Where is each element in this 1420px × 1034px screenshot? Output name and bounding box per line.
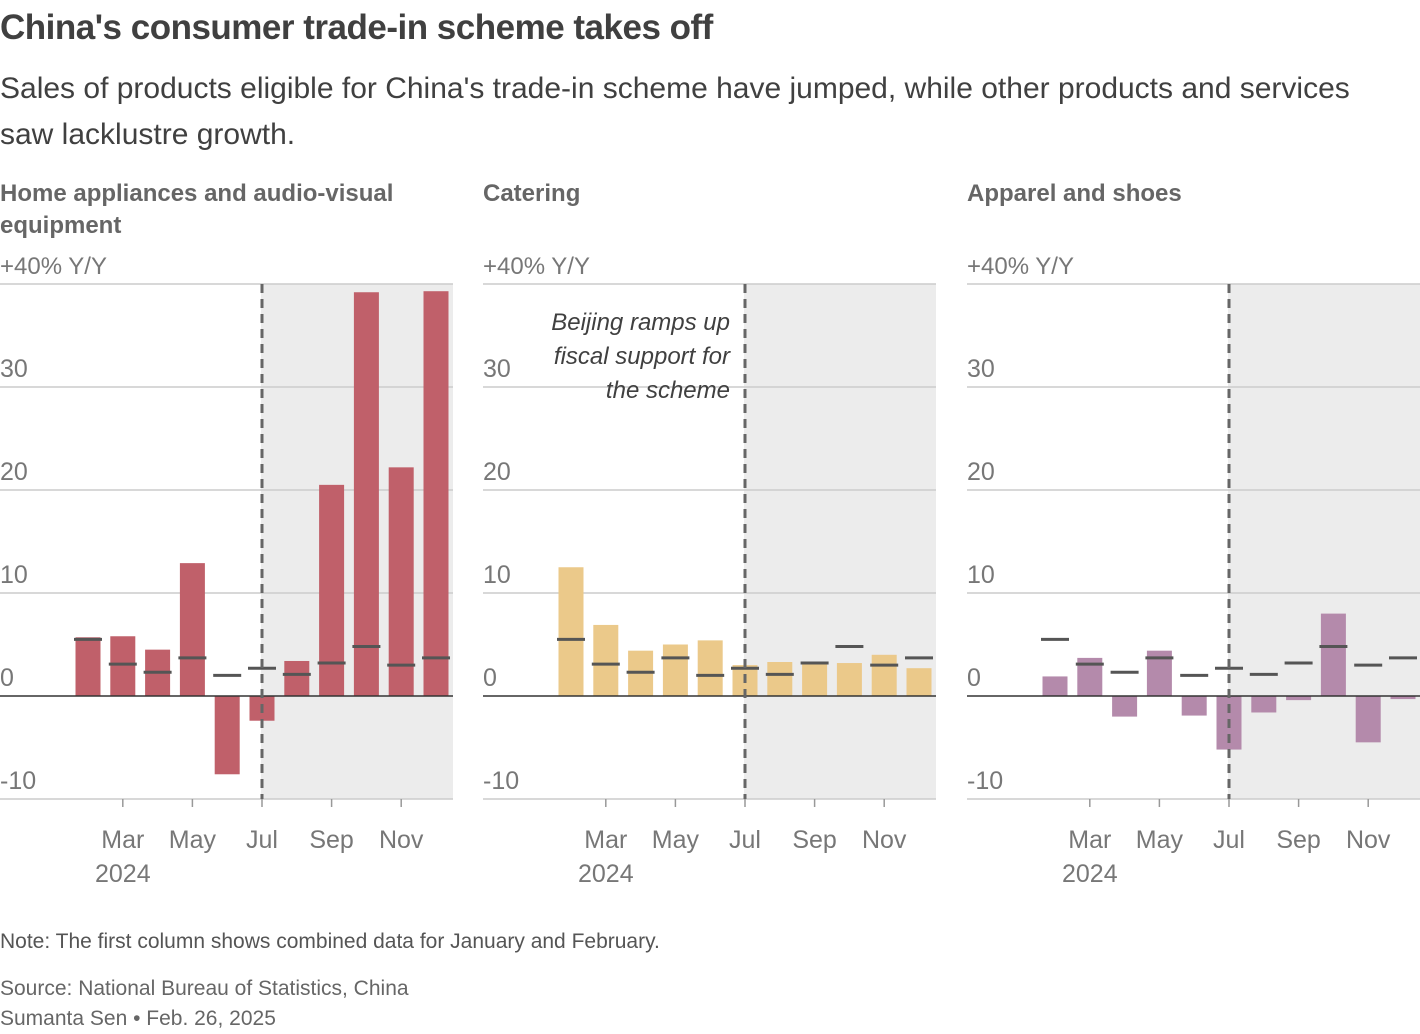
panel-title-appliances: Home appliances and audio-visual equipme… <box>0 180 394 239</box>
bar <box>871 654 897 696</box>
source-text: Source: National Bureau of Statistics, C… <box>0 977 409 1000</box>
bar <box>1251 696 1277 713</box>
bar <box>319 484 345 696</box>
year-label: 2024 <box>1062 860 1118 888</box>
bar <box>1390 696 1416 700</box>
bar <box>767 662 793 696</box>
y-tick-label: +40% Y/Y <box>0 253 107 280</box>
y-tick-label: -10 <box>0 767 36 795</box>
x-tick-label: May <box>652 826 700 854</box>
bar <box>179 563 205 696</box>
year-label: 2024 <box>95 860 151 888</box>
x-tick-label: May <box>1136 826 1184 854</box>
x-tick-label: Mar <box>101 826 144 854</box>
chart-area: +40% Y/Y 30 20 10 0 -10 Mar May Jul Sep Nov 2024 +40… <box>0 253 1420 888</box>
bar <box>388 467 414 696</box>
y-tick-label: 20 <box>483 458 511 486</box>
y-tick-label: 30 <box>967 355 995 383</box>
y-tick-label: +40% Y/Y <box>967 253 1074 280</box>
bar <box>906 668 932 696</box>
y-tick-label: -10 <box>967 767 1003 795</box>
x-tick-label: Mar <box>584 826 627 854</box>
x-tick-label: Sep <box>1276 826 1320 854</box>
y-tick-label: 30 <box>483 355 511 383</box>
x-tick-label: Nov <box>862 826 907 854</box>
annotation-text: fiscal support for <box>554 343 731 370</box>
bar <box>1112 696 1138 717</box>
bar <box>423 291 449 696</box>
bar <box>284 660 310 696</box>
bar <box>353 292 379 696</box>
x-tick-label: Nov <box>1346 826 1391 854</box>
bar <box>558 567 584 696</box>
panel-title-catering: Catering <box>483 180 581 207</box>
x-tick-label: May <box>169 826 217 854</box>
bar <box>836 663 862 696</box>
bar <box>214 696 240 775</box>
bar <box>662 644 688 696</box>
x-tick-label: Jul <box>1213 826 1245 854</box>
x-tick-label: Nov <box>379 826 424 854</box>
y-tick-label: +40% Y/Y <box>483 253 590 280</box>
y-tick-label: 30 <box>0 355 28 383</box>
bar <box>110 636 136 696</box>
x-tick-label: Sep <box>792 826 836 854</box>
y-tick-label: 0 <box>967 664 981 692</box>
year-label: 2024 <box>578 860 634 888</box>
y-tick-label: -10 <box>483 767 519 795</box>
bar <box>697 640 723 696</box>
shaded-region <box>744 284 936 799</box>
x-tick-label: Sep <box>309 826 353 854</box>
annotation-text: Beijing ramps up <box>551 309 730 336</box>
shaded-region <box>1228 284 1420 799</box>
y-tick-label: 20 <box>967 458 995 486</box>
annotation-text: the scheme <box>606 377 730 404</box>
x-tick-label: Mar <box>1068 826 1111 854</box>
x-tick-label: Jul <box>729 826 761 854</box>
y-tick-label: 0 <box>0 664 14 692</box>
chart-subtitle: Sales of products eligible for China's t… <box>0 72 1350 151</box>
y-tick-label: 10 <box>967 561 995 589</box>
byline: Sumanta Sen • Feb. 26, 2025 <box>0 1007 276 1030</box>
bar <box>1355 696 1381 743</box>
bar <box>75 637 101 696</box>
y-tick-label: 20 <box>0 458 28 486</box>
bar <box>1042 676 1068 696</box>
panel-title-apparel: Apparel and shoes <box>967 180 1182 207</box>
y-tick-label: 0 <box>483 664 497 692</box>
bar <box>1181 696 1207 716</box>
x-tick-label: Jul <box>246 826 278 854</box>
bar <box>593 624 619 696</box>
y-tick-label: 10 <box>483 561 511 589</box>
y-tick-label: 10 <box>0 561 28 589</box>
bar <box>1320 613 1346 696</box>
chart-title: China's consumer trade-in scheme takes o… <box>0 8 713 47</box>
bar <box>802 664 828 696</box>
note: Note: The first column shows combined da… <box>0 930 660 953</box>
source: Source: National Bureau of Statistics, C… <box>0 974 409 1034</box>
bar <box>1286 696 1312 701</box>
